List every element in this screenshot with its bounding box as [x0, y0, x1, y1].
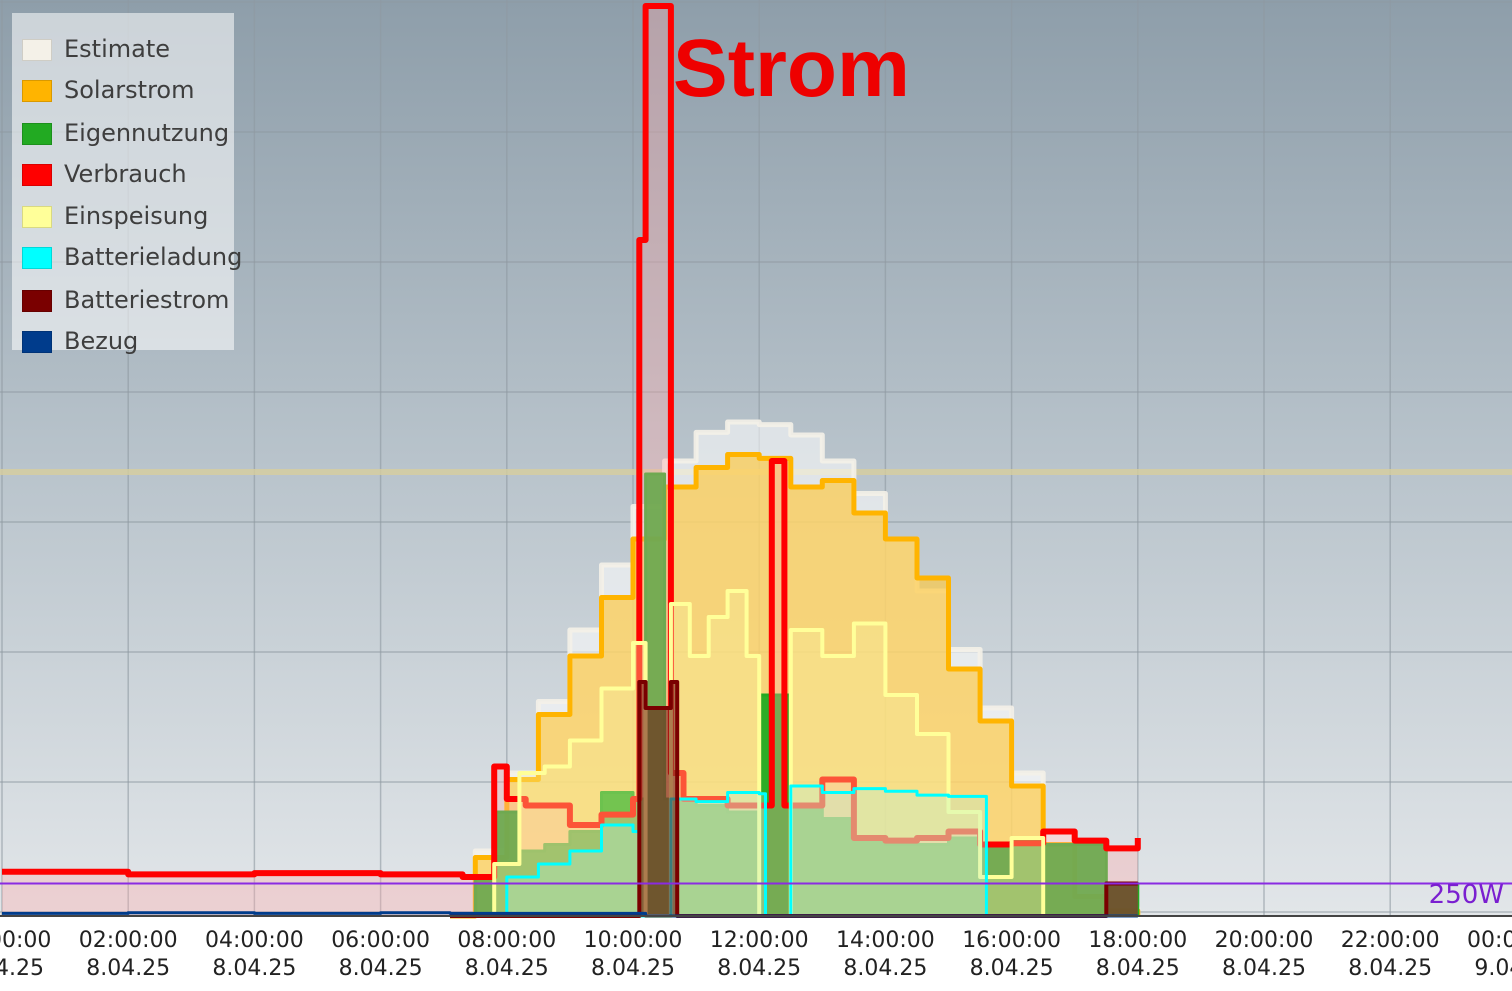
legend-swatch-bezug — [22, 331, 52, 353]
x-tick-label-time: 22:00:00 — [1341, 928, 1440, 953]
x-tick-label-time: 12:00:00 — [710, 928, 809, 953]
x-tick-label-date: 8.04.25 — [1222, 956, 1306, 981]
x-tick-label-date: 8.04.25 — [212, 956, 296, 981]
series-line-verbrauch — [2, 3, 1141, 880]
series-area-einspeisung — [462, 591, 1107, 916]
x-tick-label-time: 20:00:00 — [1215, 928, 1314, 953]
series-area-eigennutzung — [450, 474, 1138, 916]
legend-label-batterieladung: Batterieladung — [64, 243, 243, 271]
chart-title: Strom — [673, 23, 910, 114]
legend: Estimate Solarstrom Eigennutzung Verbrau… — [12, 13, 242, 355]
x-tick-label-time: 18:00:00 — [1088, 928, 1187, 953]
x-tick-label-date: 8.04.25 — [1096, 956, 1180, 981]
legend-swatch-batterieladung — [22, 247, 52, 269]
x-tick-label-date: 9.04.25 — [1474, 956, 1512, 981]
legend-swatch-solarstrom — [22, 80, 52, 102]
legend-swatch-einspeisung — [22, 206, 52, 228]
x-tick-label-date: 8.04.25 — [1348, 956, 1432, 981]
x-tick-label-date: 8.04.25 — [591, 956, 675, 981]
x-axis-ticks: 00:00:00 8.04.25 02:00:00 8.04.25 04:00:00 8.… — [0, 928, 1512, 981]
legend-swatch-eigennutzung — [22, 123, 52, 145]
x-tick-label-time: 16:00:00 — [962, 928, 1061, 953]
legend-label-batteriestrom: Batteriestrom — [64, 286, 230, 314]
x-tick-label-date: 8.04.25 — [843, 956, 927, 981]
grid-lines — [0, 0, 1512, 916]
series-layer — [2, 3, 1141, 919]
series-line-solarstrom — [450, 452, 1141, 919]
legend-swatch-verbrauch — [22, 164, 52, 186]
legend-label-einspeisung: Einspeisung — [64, 202, 209, 230]
x-tick-label-date: 8.04.25 — [465, 956, 549, 981]
x-tick-label-time: 08:00:00 — [457, 928, 556, 953]
x-tick-label-time: 06:00:00 — [331, 928, 430, 953]
x-tick-label-time: 10:00:00 — [584, 928, 683, 953]
series-line-einspeisung — [462, 589, 1107, 918]
x-tick-label-time: 00:00:00 — [1467, 928, 1512, 953]
x-tick-label-date: 8.04.25 — [86, 956, 170, 981]
series-line-batterieladung — [450, 784, 1138, 918]
x-tick-label-date: 8.04.25 — [970, 956, 1054, 981]
x-tick-label-time: 00:00:00 — [0, 928, 51, 953]
legend-swatch-batteriestrom — [22, 290, 52, 312]
legend-label-verbrauch: Verbrauch — [64, 160, 187, 188]
legend-label-bezug: Bezug — [64, 327, 139, 355]
reference-line-label: 250W — [1428, 880, 1504, 910]
legend-label-solarstrom: Solarstrom — [64, 76, 195, 104]
x-tick-label-date: 8.04.25 — [717, 956, 801, 981]
x-tick-label-time: 02:00:00 — [79, 928, 178, 953]
x-tick-label-time: 04:00:00 — [205, 928, 304, 953]
legend-swatch-estimate — [22, 39, 52, 61]
legend-label-estimate: Estimate — [64, 35, 171, 63]
x-tick-label-date: 8.04.25 — [0, 956, 44, 981]
legend-label-eigennutzung: Eigennutzung — [64, 119, 230, 147]
x-tick-label-date: 8.04.25 — [339, 956, 423, 981]
series-line-bezug — [2, 911, 1138, 918]
x-tick-label-time: 14:00:00 — [836, 928, 935, 953]
